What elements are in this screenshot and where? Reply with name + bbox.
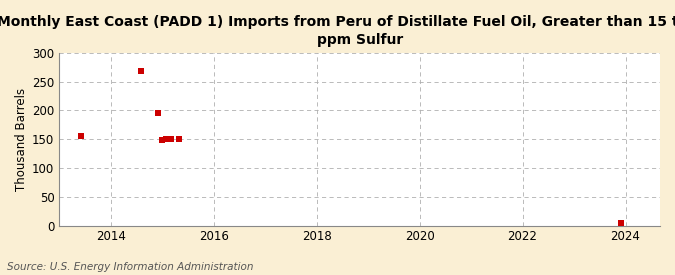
- Point: [76, 134, 86, 139]
- Text: Source: U.S. Energy Information Administration: Source: U.S. Energy Information Administ…: [7, 262, 253, 272]
- Point: [153, 111, 163, 115]
- Point: [174, 136, 185, 141]
- Point: [157, 138, 167, 142]
- Point: [135, 69, 146, 73]
- Title: Monthly East Coast (PADD 1) Imports from Peru of Distillate Fuel Oil, Greater th: Monthly East Coast (PADD 1) Imports from…: [0, 15, 675, 47]
- Point: [616, 221, 627, 225]
- Y-axis label: Thousand Barrels: Thousand Barrels: [15, 88, 28, 191]
- Point: [165, 136, 176, 141]
- Point: [161, 136, 171, 141]
